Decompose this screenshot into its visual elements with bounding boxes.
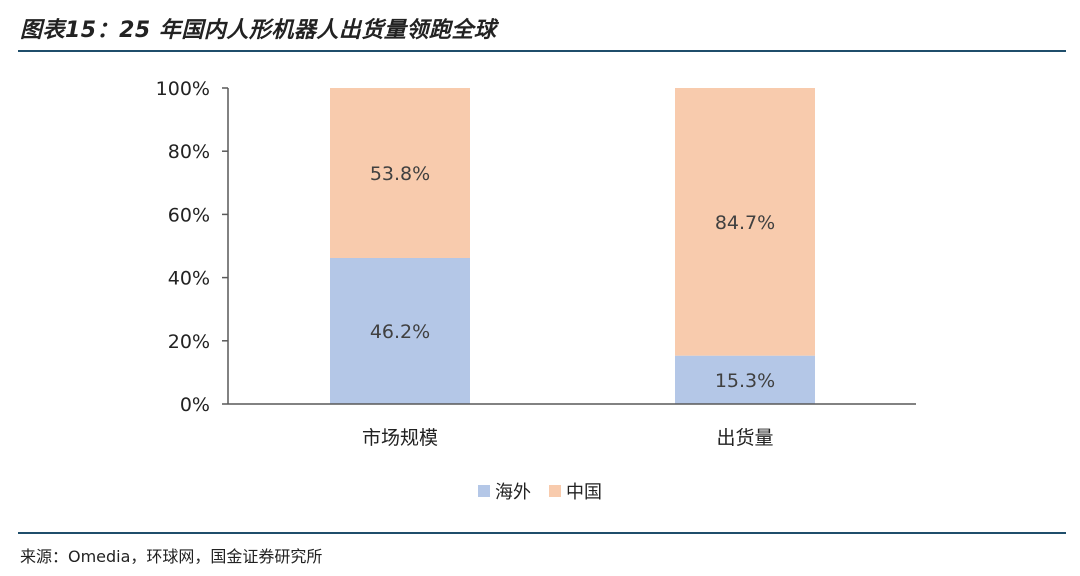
y-tick-label-5: 100% xyxy=(156,78,210,100)
legend-label-overseas: 海外 xyxy=(495,482,531,503)
x-tick-label-0: 市场规模 xyxy=(362,427,438,449)
y-tick-label-3: 60% xyxy=(168,204,210,226)
y-tick-label-1: 20% xyxy=(168,331,210,353)
legend-swatch-overseas xyxy=(478,485,490,497)
data-label-china-1: 84.7% xyxy=(715,212,775,234)
legend-item-china: 中国 xyxy=(549,478,602,504)
stacked-bar-chart: 46.2% 53.8% 市场规模 15.3% 84.7% 出货量 0% 20% 40% 60% 80… xyxy=(156,78,916,449)
source-note: 来源：Omedia，环球网，国金证券研究所 xyxy=(20,547,323,566)
data-label-china-0: 53.8% xyxy=(370,163,430,185)
bar-segment-overseas-1 xyxy=(675,355,815,404)
legend: 海外 中国 xyxy=(0,478,1080,504)
data-label-overseas-0: 46.2% xyxy=(370,321,430,343)
y-tick-label-0: 0% xyxy=(180,394,210,416)
y-tick-label-4: 80% xyxy=(168,141,210,163)
title-divider xyxy=(18,50,1066,52)
data-label-overseas-1: 15.3% xyxy=(715,370,775,392)
y-tick-label-2: 40% xyxy=(168,268,210,290)
bar-segment-china-1 xyxy=(675,88,815,356)
x-tick-label-1: 出货量 xyxy=(716,427,773,449)
legend-swatch-china xyxy=(549,485,561,497)
bar-segment-china-0 xyxy=(330,88,470,259)
legend-label-china: 中国 xyxy=(566,482,602,503)
footer-divider xyxy=(18,532,1066,534)
legend-item-overseas: 海外 xyxy=(478,478,531,504)
chart-title: 图表15：25 年国内人形机器人出货量领跑全球 xyxy=(20,18,497,43)
bar-segment-overseas-0 xyxy=(330,258,470,404)
